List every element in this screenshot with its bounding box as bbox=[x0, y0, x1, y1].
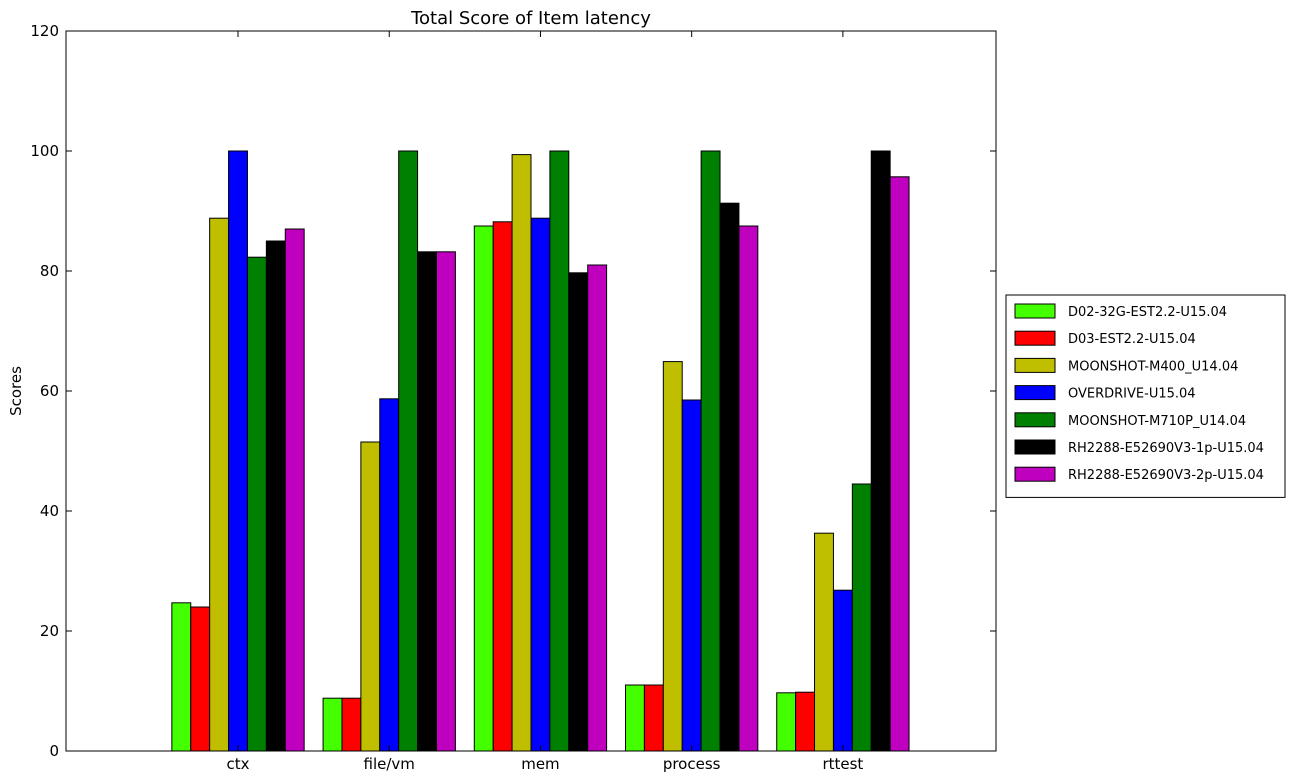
y-tick-label: 20 bbox=[40, 622, 59, 640]
bar-file-vm-series-5 bbox=[398, 150, 419, 752]
legend-swatch bbox=[1014, 412, 1056, 428]
legend-label: D02-32G-EST2.2-U15.04 bbox=[1068, 305, 1227, 320]
legend-swatch bbox=[1014, 330, 1056, 346]
y-tick-label: 0 bbox=[49, 742, 59, 760]
x-tick-label: process bbox=[663, 755, 721, 773]
bar-file-vm-series-1 bbox=[322, 697, 343, 752]
x-tick-label: file/vm bbox=[364, 755, 415, 773]
bar-mem-series-7 bbox=[587, 264, 608, 752]
x-tick-label: mem bbox=[521, 755, 559, 773]
bar-process-series-3 bbox=[662, 361, 683, 752]
x-tick-label: ctx bbox=[227, 755, 250, 773]
bar-process-series-2 bbox=[643, 684, 664, 752]
legend-label: RH2288-E52690V3-1p-U15.04 bbox=[1068, 441, 1264, 456]
y-axis-label: Scores bbox=[7, 366, 25, 416]
legend-label: MOONSHOT-M710P_U14.04 bbox=[1068, 414, 1246, 429]
y-tick-label: 40 bbox=[40, 502, 59, 520]
legend-swatch bbox=[1014, 303, 1056, 319]
bar-mem-series-6 bbox=[568, 272, 589, 752]
bar-mem-series-1 bbox=[473, 225, 494, 752]
bar-rttest-series-6 bbox=[870, 150, 891, 752]
legend-label: MOONSHOT-M400_U14.04 bbox=[1068, 359, 1238, 374]
bar-file-vm-series-6 bbox=[417, 251, 437, 752]
bar-rttest-series-4 bbox=[832, 589, 853, 752]
bar-ctx-series-7 bbox=[284, 228, 305, 752]
axis-ticks: 0 20 40 60 80 100 120 ctx file/vm mem process rttes… bbox=[30, 22, 996, 773]
bar-mem-series-5 bbox=[549, 150, 570, 752]
legend-swatch bbox=[1014, 466, 1056, 482]
legend-label: D03-EST2.2-U15.04 bbox=[1068, 332, 1196, 347]
bar-file-vm-series-2 bbox=[341, 697, 362, 752]
legend-swatch bbox=[1014, 357, 1056, 373]
bar-mem-series-4 bbox=[530, 217, 551, 752]
bar-file-vm-series-7 bbox=[435, 251, 456, 752]
bar-process-series-6 bbox=[719, 202, 740, 752]
legend: D02-32G-EST2.2-U15.04 D03-EST2.2-U15.04 MO… bbox=[1005, 294, 1286, 498]
bar-ctx-series-6 bbox=[265, 240, 286, 752]
bar-rttest-series-5 bbox=[851, 483, 872, 752]
bar-file-vm-series-3 bbox=[360, 441, 381, 752]
legend-swatch bbox=[1014, 439, 1056, 455]
bar-ctx-series-4 bbox=[228, 150, 248, 752]
x-tick-label: rttest bbox=[822, 755, 863, 773]
bar-rttest-series-7 bbox=[889, 176, 910, 752]
bar-file-vm-series-4 bbox=[379, 398, 400, 752]
bar-process-series-1 bbox=[625, 684, 645, 752]
bar-mem-series-2 bbox=[492, 221, 513, 752]
bar-rttest-series-3 bbox=[814, 532, 834, 752]
bar-process-series-5 bbox=[700, 150, 721, 752]
y-tick-label: 60 bbox=[40, 382, 59, 400]
bar-ctx-series-5 bbox=[246, 256, 267, 752]
chart-title: Total Score of Item latency bbox=[410, 8, 651, 29]
bar-mem-series-3 bbox=[511, 154, 532, 752]
bar-process-series-7 bbox=[738, 225, 759, 752]
plot-frame bbox=[65, 30, 997, 752]
y-tick-label: 80 bbox=[40, 262, 59, 280]
bar-rttest-series-1 bbox=[776, 692, 797, 752]
legend-label: OVERDRIVE-U15.04 bbox=[1068, 387, 1196, 402]
y-tick-label: 120 bbox=[30, 22, 59, 40]
y-tick-label: 100 bbox=[30, 142, 59, 160]
bar-rttest-series-2 bbox=[795, 691, 816, 752]
bar-process-series-4 bbox=[681, 399, 702, 752]
legend-swatch bbox=[1014, 385, 1056, 401]
bar-ctx-series-3 bbox=[209, 217, 230, 752]
bar-ctx-series-2 bbox=[190, 606, 211, 752]
bar-ctx-series-1 bbox=[171, 602, 192, 752]
legend-label: RH2288-E52690V3-2p-U15.04 bbox=[1068, 468, 1264, 483]
bars-group bbox=[171, 150, 910, 752]
